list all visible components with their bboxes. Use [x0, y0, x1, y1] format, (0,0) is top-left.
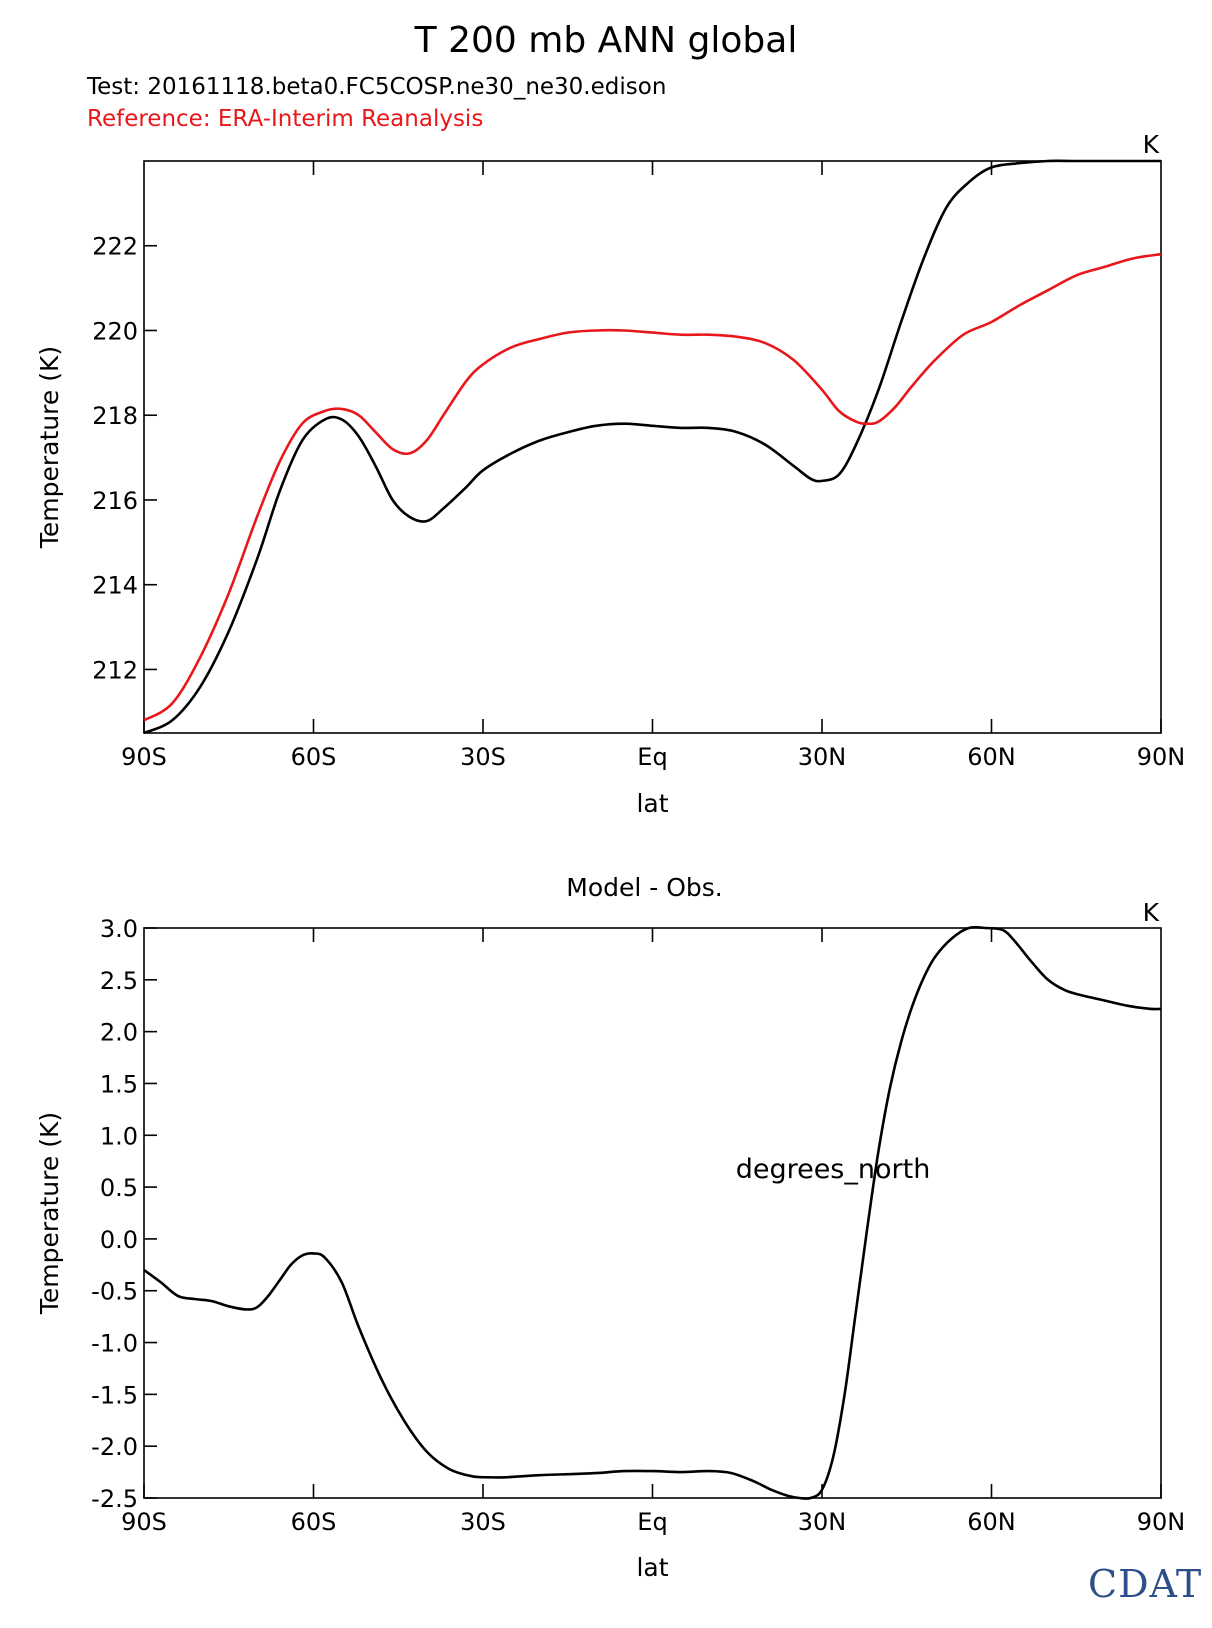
plot-frame [143, 160, 1162, 734]
y-tick-label: 222 [92, 233, 138, 261]
x-tick-label: 30S [460, 743, 506, 771]
cdat-logo: CDAT [1088, 1562, 1203, 1606]
y-tick-label: 216 [92, 487, 138, 515]
y-tick-label: 218 [92, 402, 138, 430]
y-tick-label: 1.0 [100, 1122, 138, 1150]
x-tick-label: 60S [291, 743, 337, 771]
series-line-reference [143, 252, 1162, 722]
test-label: Test: 20161118.beta0.FC5COSP.ne30_ne30.e… [87, 74, 667, 100]
x-tick-label: 90S [121, 743, 167, 771]
y-tick-label: -0.5 [91, 1278, 138, 1306]
y-tick-label: -1.0 [91, 1330, 138, 1358]
y-tick-label: -2.0 [91, 1433, 138, 1461]
x-tick-label: 30N [798, 1508, 847, 1536]
x-tick-label: 90N [1137, 1508, 1186, 1536]
x-axis-label: lat [636, 789, 668, 818]
y-tick-label: 220 [92, 317, 138, 345]
figure-title: T 200 mb ANN global [414, 20, 798, 61]
x-tick-label: 60N [967, 743, 1016, 771]
x-tick-label: 30N [798, 743, 847, 771]
y-tick-label: 0.0 [100, 1226, 138, 1254]
y-tick-label: 212 [92, 656, 138, 684]
units-label: K [1143, 130, 1160, 159]
annotation-degrees-north: degrees_north [736, 1154, 931, 1185]
y-tick-label: 214 [92, 572, 138, 600]
chart-panel-1: 90S 60S 30S Eq 30N 60N 90N 212 214 216 218 220 222 la… [35, 130, 1185, 818]
plot-frame [143, 927, 1162, 1499]
reference-label: Reference: ERA-Interim Reanalysis [87, 106, 484, 132]
x-axis-label: lat [636, 1553, 668, 1582]
x-tick-label: 30S [460, 1508, 506, 1536]
y-axis-label: Temperature (K) [35, 346, 64, 549]
y-tick-label: -2.5 [91, 1485, 138, 1513]
x-tick-label: Eq [637, 1508, 667, 1536]
panel-title: Model - Obs. [566, 873, 723, 902]
chart-panel-2: 90S 60S 30S Eq 30N 60N 90N -2.5 -2.0 -1.5 -1.0 -0.5… [35, 873, 1185, 1582]
x-tick-label: 90N [1137, 743, 1186, 771]
series-line-test [143, 159, 1161, 735]
series-line-model-obs [143, 926, 1162, 1500]
units-label: K [1143, 898, 1160, 927]
y-axis-label: Temperature (K) [35, 1112, 64, 1315]
x-tick-label: 60S [291, 1508, 337, 1536]
x-tick-label: Eq [637, 743, 667, 771]
y-tick-label: 0.5 [100, 1174, 138, 1202]
y-tick-label: 2.0 [100, 1019, 138, 1047]
y-tick-label: 1.5 [100, 1070, 138, 1098]
x-tick-label: 90S [121, 1508, 167, 1536]
y-tick-label: -1.5 [91, 1381, 138, 1409]
x-tick-label: 60N [967, 1508, 1016, 1536]
y-tick-label: 2.5 [100, 967, 138, 995]
y-tick-label: 3.0 [100, 915, 138, 943]
